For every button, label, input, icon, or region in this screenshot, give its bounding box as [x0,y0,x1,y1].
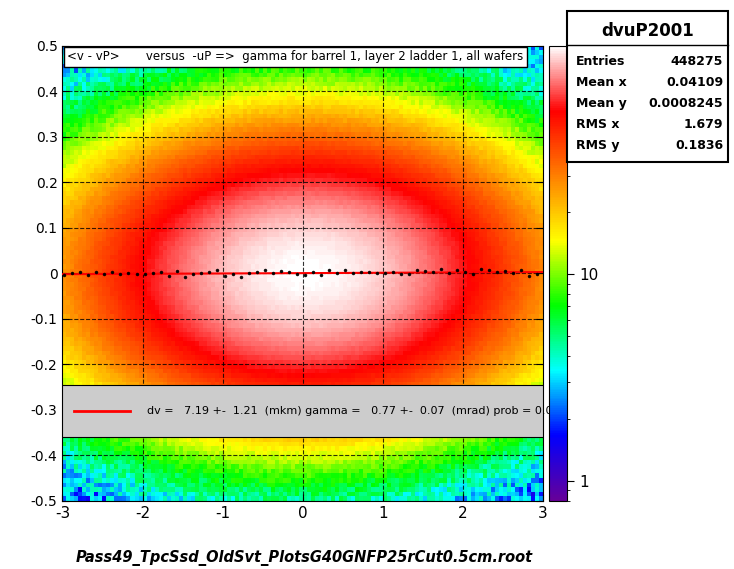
Text: Mean x: Mean x [576,76,627,89]
Text: 1.679: 1.679 [684,118,723,131]
Text: RMS y: RMS y [576,139,619,152]
Text: dvuP2001: dvuP2001 [601,22,694,40]
Text: 0.1836: 0.1836 [675,139,723,152]
Text: 0.0008245: 0.0008245 [649,97,723,110]
Text: 0.04109: 0.04109 [666,76,723,89]
Text: 448275: 448275 [671,55,723,68]
Text: 10: 10 [570,52,589,67]
Text: Entries: Entries [576,55,625,68]
Text: Mean y: Mean y [576,97,627,110]
Text: dv =   7.19 +-  1.21  (mkm) gamma =   0.77 +-  0.07  (mrad) prob = 0.003: dv = 7.19 +- 1.21 (mkm) gamma = 0.77 +- … [147,406,566,416]
Bar [62,385,543,437]
Text: RMS x: RMS x [576,118,619,131]
Text: Pass49_TpcSsd_OldSvt_PlotsG40GNFP25rCut0.5cm.root: Pass49_TpcSsd_OldSvt_PlotsG40GNFP25rCut0… [76,550,533,566]
Text: <v - vP>       versus  -uP =>  gamma for barrel 1, layer 2 ladder 1, all wafers: <v - vP> versus -uP => gamma for barrel … [68,50,523,63]
